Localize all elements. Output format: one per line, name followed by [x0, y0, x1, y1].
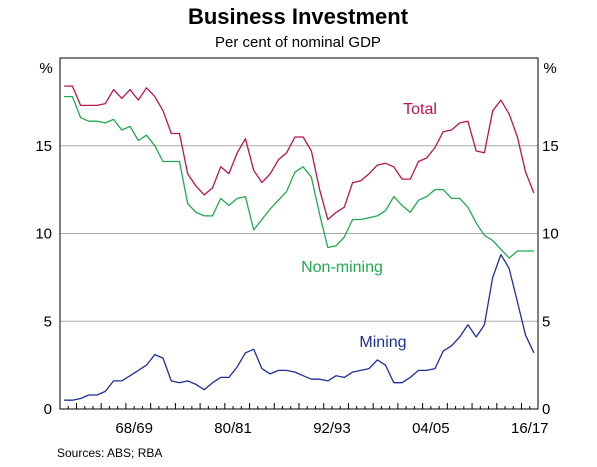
series-total-line — [64, 85, 535, 221]
y-tick-label-left: 0 — [44, 401, 52, 418]
y-tick-label-left: 5 — [44, 313, 52, 330]
y-tick-label-right: 10 — [542, 226, 559, 243]
y-axis-unit-right: % — [543, 60, 556, 77]
y-tick-label-right: 15 — [542, 138, 559, 155]
x-tick-label: 16/17 — [511, 420, 549, 437]
series-mining-line — [64, 253, 535, 401]
x-tick-label: 04/05 — [412, 420, 450, 437]
y-tick-label-left: 10 — [35, 226, 52, 243]
y-tick-label-left: 15 — [35, 138, 52, 155]
x-tick-label: 80/81 — [214, 420, 252, 437]
x-axis-ticks: 68/69 80/81 92/93 04/05 16/17 — [67, 403, 549, 437]
x-tick-label: 92/93 — [313, 420, 351, 437]
y-axis-unit-left: % — [39, 60, 52, 77]
chart-subtitle: Per cent of nominal GDP — [215, 34, 381, 51]
x-tick-label: 68/69 — [115, 420, 153, 437]
series-non-mining-line — [64, 95, 534, 259]
y-tick-label-right: 0 — [542, 401, 550, 418]
chart-title: Business Investment — [188, 4, 409, 29]
y-axis-ticks: 0 0 5 5 10 10 15 15 — [35, 138, 558, 418]
gridlines — [60, 145, 538, 322]
series-lines — [64, 85, 535, 401]
source-note: Sources: ABS; RBA — [57, 446, 162, 460]
y-tick-label-right: 5 — [542, 313, 550, 330]
series-label-mining: Mining — [359, 334, 406, 351]
series-label-non-mining: Non-mining — [301, 259, 383, 276]
series-label-total: Total — [403, 101, 437, 118]
